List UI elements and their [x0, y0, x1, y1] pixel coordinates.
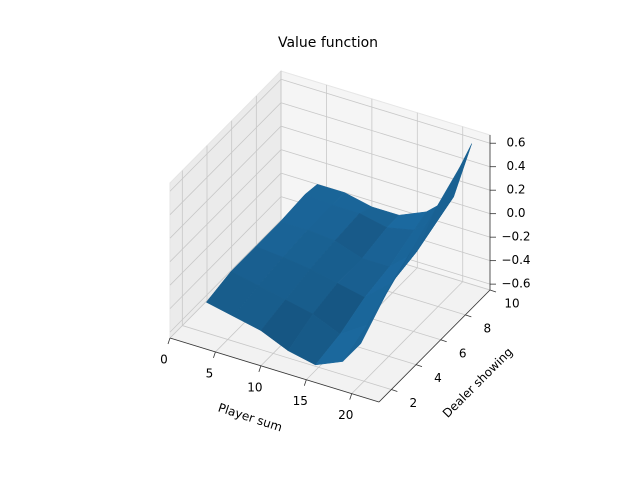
- x-tick: [258, 365, 262, 372]
- z-tick-label: −0.6: [501, 277, 530, 291]
- y-grid-line: [182, 325, 392, 390]
- x-grid-line: [351, 281, 464, 394]
- z-grid-line: [169, 172, 282, 286]
- z-grid-line: [169, 219, 282, 333]
- z-grid-line: [169, 149, 282, 262]
- x-tick-label: 10: [247, 380, 262, 394]
- chart-title: Value function: [278, 35, 378, 51]
- z-grid-line: [280, 102, 491, 168]
- x-tick: [349, 393, 353, 400]
- x-tick: [167, 337, 171, 345]
- x-tick-label: 0: [160, 353, 168, 367]
- z-grid-line: [169, 78, 282, 192]
- y-tick: [489, 289, 497, 293]
- z-tick-label: −0.4: [501, 253, 530, 267]
- y-tick-label: 2: [410, 396, 418, 410]
- z-tick-label: 0.6: [506, 136, 525, 150]
- x-tick: [303, 379, 307, 386]
- x-tick-label: 20: [338, 408, 353, 422]
- y-tick: [391, 389, 398, 392]
- y-tick: [465, 314, 472, 318]
- x-axis-line: [169, 337, 380, 403]
- z-grid-line: [280, 78, 491, 144]
- x-tick: [213, 351, 216, 359]
- z-grid-line: [169, 102, 282, 215]
- y-tick-label: 10: [504, 297, 519, 311]
- z-grid-line: [280, 172, 491, 238]
- x-tick-label: 15: [293, 394, 308, 408]
- y-axis-line: [378, 289, 491, 403]
- y-tick: [440, 339, 447, 343]
- y-tick-label: 8: [484, 321, 492, 335]
- z-grid-line: [169, 196, 282, 309]
- z-grid-line: [169, 125, 282, 239]
- surface-patch: [342, 295, 386, 362]
- y-tick-label: 6: [459, 346, 467, 360]
- y-tick: [415, 364, 423, 368]
- z-tick-label: 0.0: [506, 206, 525, 220]
- z-tick-label: −0.2: [501, 230, 530, 244]
- x-tick-label: 5: [206, 366, 214, 380]
- z-tick-label: 0.2: [506, 183, 525, 197]
- z-grid-line: [280, 149, 491, 215]
- y-tick-label: 4: [434, 371, 442, 385]
- z-tick-label: 0.4: [506, 159, 525, 173]
